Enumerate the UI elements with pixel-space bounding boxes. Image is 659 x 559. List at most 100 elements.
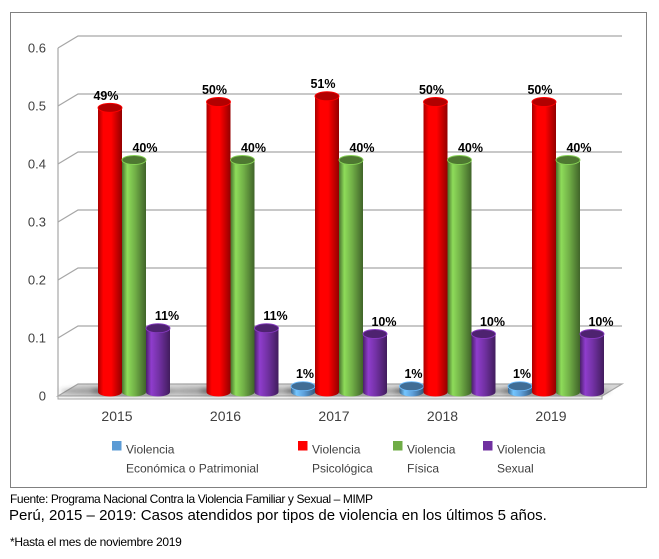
bar-cylinder-económica-o-patrimonial-2018 xyxy=(399,381,424,397)
cylinder-body xyxy=(339,160,363,392)
bar-cylinder-física-2016 xyxy=(230,155,255,397)
data-label: 10% xyxy=(588,315,613,329)
cylinder-body xyxy=(556,160,580,392)
bar-cylinder-psicológica-2019 xyxy=(531,97,557,397)
legend-label-line1: Violencia xyxy=(126,443,175,457)
cylinder-body xyxy=(254,328,279,392)
data-label: 11% xyxy=(263,309,287,323)
cylinder-body xyxy=(532,102,556,392)
bar-cylinder-física-2019 xyxy=(555,155,581,397)
legend-swatch-icon xyxy=(112,441,122,451)
cylinder-top xyxy=(423,97,448,107)
cylinder-top xyxy=(314,91,340,102)
chart-legend: Violencia Económica o Patrimonial Violenci… xyxy=(112,441,546,476)
bar-cylinder-económica-o-patrimonial-2019 xyxy=(507,381,533,397)
data-label: 50% xyxy=(527,83,552,97)
footnote: *Hasta el mes de noviembre 2019 xyxy=(10,535,182,549)
cylinder-top xyxy=(507,381,533,392)
data-label: 1% xyxy=(513,367,531,381)
cylinder-top xyxy=(555,155,581,165)
y-tick-label: 0.2 xyxy=(28,273,46,288)
data-label: 40% xyxy=(349,141,374,155)
bar-cylinder-sexual-2017 xyxy=(362,329,388,397)
x-category-label: 2016 xyxy=(210,408,241,424)
bar-cylinder-sexual-2015 xyxy=(145,323,171,397)
data-labels: 49% 40% 11% 50% 40% 11% 1% 51% 40% 10% 1% 50% 40% 10%… xyxy=(93,77,613,381)
x-category-label: 2015 xyxy=(101,408,132,424)
legend-swatch-icon xyxy=(393,441,403,451)
bars xyxy=(97,91,605,397)
bar-cylinder-sexual-2019 xyxy=(579,329,605,397)
data-label: 50% xyxy=(419,83,444,97)
bar-cylinder-psicológica-2017 xyxy=(314,91,340,397)
cylinder-top xyxy=(121,155,147,165)
cylinder-top xyxy=(230,155,255,165)
gridline xyxy=(57,35,622,49)
x-category-label: 2018 xyxy=(427,408,458,424)
cylinder-body xyxy=(471,334,496,392)
y-tick-label: 0.6 xyxy=(28,41,46,56)
legend-label-line1: Violencia xyxy=(312,443,361,457)
data-label: 1% xyxy=(404,367,422,381)
bar-chart: 0 0.1 0.2 0.3 0.4 0.5 0.6 49% 40% 11% 50% 40% 11% 1% 5… xyxy=(10,12,647,488)
cylinder-top xyxy=(338,155,364,165)
cylinder-body xyxy=(447,160,472,392)
cylinder-body xyxy=(315,96,339,392)
gridline xyxy=(57,93,622,107)
y-tick-label: 0.1 xyxy=(28,331,46,346)
cylinder-body xyxy=(230,160,255,392)
bar-cylinder-sexual-2018 xyxy=(471,329,496,397)
cylinder-body xyxy=(363,334,387,392)
bar-cylinder-psicológica-2016 xyxy=(206,97,231,397)
legend-label-line2: Psicológica xyxy=(312,462,373,476)
y-tick-label: 0.5 xyxy=(28,99,46,114)
cylinder-top xyxy=(447,155,472,165)
cylinder-top xyxy=(531,97,557,107)
legend-label-line2: Sexual xyxy=(497,462,534,476)
source-text: Fuente: Programa Nacional Contra la Viol… xyxy=(10,492,373,506)
cylinder-top xyxy=(206,97,231,107)
data-label: 40% xyxy=(241,141,266,155)
cylinder-body xyxy=(98,107,122,393)
bar-cylinder-económica-o-patrimonial-2017 xyxy=(290,381,316,397)
data-label: 1% xyxy=(296,367,314,381)
cylinder-top xyxy=(254,323,279,334)
cylinder-top xyxy=(362,329,388,339)
y-tick-label: 0.3 xyxy=(28,215,46,230)
cylinder-top xyxy=(290,381,316,392)
legend-label-line1: Violencia xyxy=(407,443,456,457)
x-category-label: 2019 xyxy=(535,408,566,424)
cylinder-body xyxy=(206,102,231,392)
bar-cylinder-psicológica-2015 xyxy=(97,102,123,397)
caption-title: Perú, 2015 – 2019: Casos atendidos por t… xyxy=(9,507,547,524)
cylinder-body xyxy=(580,334,604,392)
data-label: 49% xyxy=(93,89,118,103)
legend-swatch-icon xyxy=(483,441,493,451)
bar-cylinder-física-2017 xyxy=(338,155,364,397)
data-label: 51% xyxy=(310,77,335,91)
legend-swatch-icon xyxy=(298,441,308,451)
cylinder-top xyxy=(399,381,424,392)
cylinder-top xyxy=(579,329,605,339)
bar-cylinder-sexual-2016 xyxy=(254,323,279,397)
cylinder-body xyxy=(423,102,448,392)
cylinder-top xyxy=(145,323,171,334)
legend-label-line1: Violencia xyxy=(497,443,546,457)
cylinder-top xyxy=(97,102,123,113)
y-tick-label: 0.4 xyxy=(28,157,46,172)
data-label: 10% xyxy=(480,315,505,329)
x-category-label: 2017 xyxy=(318,408,349,424)
cylinder-body xyxy=(122,160,146,392)
y-tick-label: 0 xyxy=(39,389,46,404)
cylinder-body xyxy=(146,328,170,392)
bar-cylinder-física-2015 xyxy=(121,155,147,397)
data-label: 40% xyxy=(566,141,591,155)
data-label: 50% xyxy=(202,83,227,97)
cylinder-top xyxy=(471,329,496,339)
data-label: 40% xyxy=(458,141,483,155)
bar-cylinder-psicológica-2018 xyxy=(423,97,448,397)
legend-label-line2: Física xyxy=(407,462,439,476)
legend-label-line2: Económica o Patrimonial xyxy=(126,462,259,476)
data-label: 40% xyxy=(132,141,157,155)
bar-cylinder-física-2018 xyxy=(447,155,472,397)
